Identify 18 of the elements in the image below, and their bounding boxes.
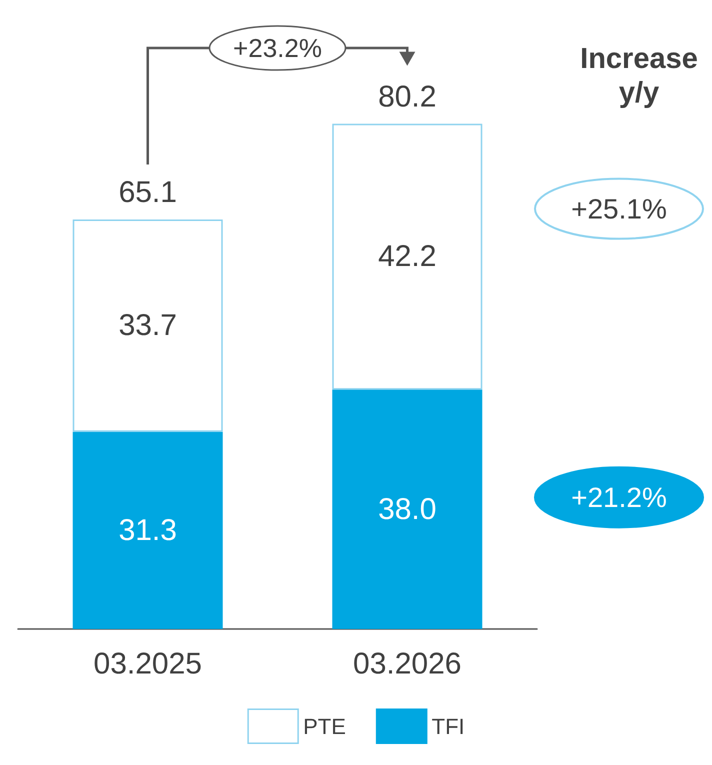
text: +23.2% bbox=[233, 33, 322, 63]
data-label: 42.2 bbox=[378, 240, 436, 274]
text: Increase y/y bbox=[580, 43, 698, 109]
x-tick-label: 03.2025 bbox=[94, 648, 202, 680]
legend-label: PTE bbox=[303, 714, 346, 739]
total-label: 65.1 bbox=[118, 176, 177, 210]
data-label: 38.0 bbox=[378, 492, 436, 526]
bar bbox=[72, 220, 223, 432]
x-tick-label: 03.2026 bbox=[353, 648, 462, 680]
bar bbox=[332, 124, 482, 390]
total-label: 80.2 bbox=[378, 80, 436, 114]
text: +21.2% bbox=[571, 482, 667, 513]
text: +25.1% bbox=[571, 193, 667, 224]
legend-label: TFI bbox=[432, 714, 465, 739]
bar bbox=[332, 390, 482, 629]
data-label: 33.7 bbox=[118, 309, 177, 342]
bar bbox=[72, 432, 223, 629]
data-label: 31.3 bbox=[118, 514, 177, 547]
